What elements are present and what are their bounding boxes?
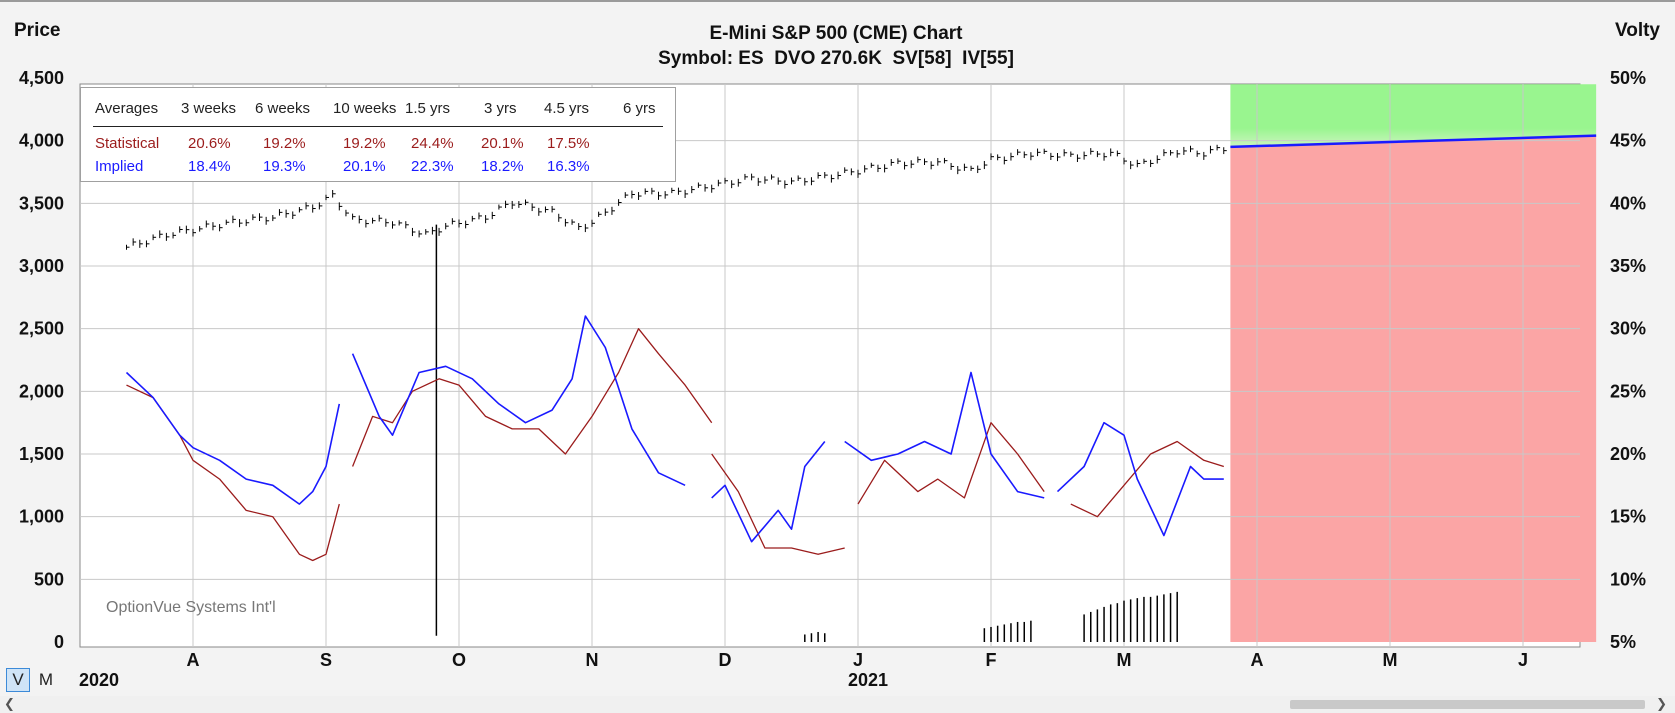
projection-upper-zone — [1230, 84, 1597, 147]
price-tick-label: 1,500 — [19, 444, 64, 464]
volty-tick-label: 10% — [1610, 569, 1646, 589]
statistical-label: Statistical — [95, 135, 160, 152]
table-divider — [93, 126, 663, 127]
volume-bars — [804, 591, 1178, 642]
month-tick-label: F — [986, 650, 997, 670]
month-tick-label: A — [1251, 650, 1264, 670]
month-tick-label: O — [452, 650, 466, 670]
month-tick-label: J — [1518, 650, 1528, 670]
month-tick-label: M — [1383, 650, 1398, 670]
watermark: OptionVue Systems Int'l — [106, 599, 276, 616]
volty-tick-label: 50% — [1610, 68, 1646, 88]
price-tick-label: 2,000 — [19, 381, 64, 401]
volatility-series — [125, 315, 1224, 562]
toggle-v-button[interactable]: V — [6, 668, 30, 692]
month-tick-label: J — [853, 650, 863, 670]
implied-3-yrs: 18.2% — [481, 158, 524, 175]
price-tick-label: 4,500 — [19, 68, 64, 88]
implied-row: Implied 18.4% 19.3% 20.1% 22.3% 18.2% 16… — [81, 158, 675, 180]
price-bars — [126, 144, 1227, 250]
statistical-series-line — [857, 422, 1045, 505]
implied-series-line — [844, 371, 1045, 499]
statistical-series-line — [1070, 440, 1224, 518]
averages-header-row: Averages 3 weeks 6 weeks 10 weeks 1.5 yr… — [81, 100, 675, 122]
col-6-weeks: 6 weeks — [255, 100, 311, 117]
statistical-series-line — [711, 453, 845, 555]
volty-tick-label: 30% — [1610, 319, 1646, 339]
statistical-6-weeks: 19.2% — [263, 135, 306, 152]
averages-table: Averages 3 weeks 6 weeks 10 weeks 1.5 yr… — [80, 87, 676, 182]
price-tick-label: 2,500 — [19, 319, 64, 339]
statistical-series-line — [351, 328, 713, 467]
statistical-row: Statistical 20.6% 19.2% 19.2% 24.4% 20.1… — [81, 135, 675, 157]
statistical-4-5-yrs: 17.5% — [547, 135, 590, 152]
price-tick-label: 4,000 — [19, 131, 64, 151]
price-tick-label: 3,000 — [19, 256, 64, 276]
month-axis-ticks: A S O N D J F M A M J 2020 2021 — [79, 650, 1528, 690]
implied-series-line — [711, 441, 826, 543]
volty-tick-label: 5% — [1610, 632, 1636, 652]
implied-6-weeks: 19.3% — [263, 158, 306, 175]
implied-series-line — [1056, 421, 1224, 537]
month-tick-label: M — [1117, 650, 1132, 670]
volty-tick-label: 45% — [1610, 131, 1646, 151]
statistical-3-weeks: 20.6% — [188, 135, 231, 152]
toggle-m-button[interactable]: M — [38, 670, 54, 689]
horizontal-scrollbar[interactable]: ❮ ❯ — [0, 696, 1675, 713]
col-10-weeks: 10 weeks — [333, 100, 397, 117]
price-axis-ticks: 0 500 1,000 1,500 2,000 2,500 3,000 3,500 4,000 4… — [19, 68, 64, 652]
projection-zone — [1230, 84, 1597, 643]
chart-svg: Price Volty E-Mini S&P 500 (CME) Chart S… — [14, 20, 1660, 690]
month-tick-label: A — [187, 650, 200, 670]
price-axis-title: Price — [14, 20, 60, 41]
price-tick-label: 3,500 — [19, 193, 64, 213]
projection-lower-zone — [1230, 135, 1597, 643]
implied-4-5-yrs: 16.3% — [547, 158, 590, 175]
price-tick-label: 1,000 — [19, 507, 64, 527]
scroll-thumb[interactable] — [1290, 700, 1645, 709]
chart-title: E-Mini S&P 500 (CME) Chart — [709, 23, 963, 44]
implied-series-line — [351, 315, 686, 487]
scroll-left-arrow-icon[interactable]: ❮ — [4, 696, 15, 711]
volty-tick-label: 35% — [1610, 256, 1646, 276]
scroll-right-arrow-icon[interactable]: ❯ — [1656, 696, 1667, 711]
statistical-1-5-yrs: 24.4% — [411, 135, 454, 152]
col-3-yrs: 3 yrs — [484, 100, 517, 117]
year-label: 2020 — [79, 670, 119, 690]
implied-series-line — [125, 371, 341, 505]
chart-subtitle: Symbol: ES DVO 270.6K SV[58] IV[55] — [658, 48, 1014, 69]
price-tick-label: 0 — [54, 632, 64, 652]
col-1-5-yrs: 1.5 yrs — [405, 100, 451, 117]
col-averages: Averages — [95, 100, 159, 117]
statistical-10-weeks: 19.2% — [343, 135, 386, 152]
year-label: 2021 — [848, 670, 888, 690]
month-tick-label: D — [719, 650, 732, 670]
volty-tick-label: 25% — [1610, 381, 1646, 401]
volty-axis-title: Volty — [1615, 20, 1660, 41]
projection-line — [1230, 134, 1597, 149]
month-tick-label: S — [320, 650, 332, 670]
volty-axis-ticks: 5% 10% 15% 20% 25% 30% 35% 40% 45% 50% — [1610, 68, 1646, 652]
volty-tick-label: 20% — [1610, 444, 1646, 464]
col-3-weeks: 3 weeks — [181, 100, 237, 117]
implied-3-weeks: 18.4% — [188, 158, 231, 175]
implied-1-5-yrs: 22.3% — [411, 158, 454, 175]
col-4-5-yrs: 4.5 yrs — [544, 100, 590, 117]
projection-line-group — [1230, 134, 1597, 149]
volty-tick-label: 40% — [1610, 193, 1646, 213]
implied-10-weeks: 20.1% — [343, 158, 386, 175]
price-tick-label: 500 — [34, 569, 64, 589]
col-6-yrs: 6 yrs — [623, 100, 656, 117]
statistical-3-yrs: 20.1% — [481, 135, 524, 152]
implied-label: Implied — [95, 158, 144, 175]
volty-tick-label: 15% — [1610, 507, 1646, 527]
month-tick-label: N — [586, 650, 599, 670]
